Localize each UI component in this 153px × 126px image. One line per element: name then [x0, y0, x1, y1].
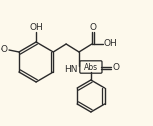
Text: Abs: Abs [84, 62, 98, 71]
Text: HN: HN [64, 66, 78, 74]
Text: O: O [1, 44, 8, 54]
Text: OH: OH [104, 39, 118, 49]
Text: O: O [112, 64, 119, 72]
FancyBboxPatch shape [80, 61, 102, 73]
Text: OH: OH [29, 23, 43, 32]
Text: O: O [89, 23, 96, 32]
